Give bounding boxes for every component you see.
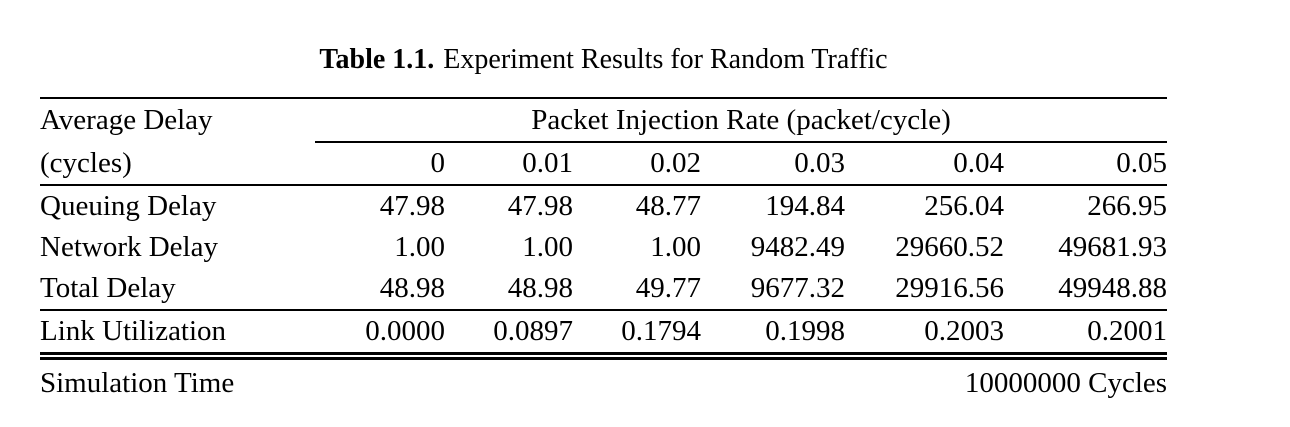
value-cell: 47.98	[507, 190, 573, 222]
row-label: Link Utilization	[40, 315, 227, 347]
value-cell: 0.2003	[924, 315, 1004, 347]
value-cell: 0.0000	[365, 315, 445, 347]
value-cell: 47.98	[379, 190, 445, 222]
table-row-queuing-delay: Queuing Delay 47.98 47.98 48.77 194.84 2…	[40, 185, 1167, 227]
value-cell: 9677.32	[750, 272, 845, 304]
value-cell: 1.00	[522, 231, 573, 263]
value-cell: 48.77	[635, 190, 701, 222]
header-row-rates: (cycles) 0 0.01 0.02 0.03 0.04 0.05	[40, 142, 1168, 185]
row-header-cycles-unit: (cycles)	[40, 146, 132, 179]
value-cell: 49948.88	[1058, 272, 1168, 304]
value-cell: 0.1794	[621, 315, 701, 347]
rate-header: 0	[430, 147, 446, 179]
experiment-results-table: Average Delay Packet Injection Rate (pac…	[40, 97, 1168, 407]
row-label: Network Delay	[40, 231, 218, 263]
row-label: Queuing Delay	[40, 190, 217, 222]
table-caption-label: Table 1.1.	[319, 44, 435, 75]
row-label: Simulation Time	[40, 367, 235, 399]
table-caption: Table 1.1. Experiment Results for Random …	[40, 45, 1167, 74]
simulation-time-value: 10000000 Cycles	[964, 367, 1168, 399]
table-row-network-delay: Network Delay 1.00 1.00 1.00 9482.49 296…	[40, 227, 1167, 268]
rate-header: 0.04	[953, 147, 1004, 179]
row-header-average-delay: Average Delay	[40, 104, 213, 136]
value-cell: 29916.56	[895, 272, 1004, 304]
value-cell: 49681.93	[1058, 231, 1168, 263]
value-cell: 0.2001	[1087, 315, 1168, 347]
table-row-link-utilization: Link Utilization 0.0000 0.0897 0.1794 0.…	[40, 310, 1168, 356]
table-caption-text: Experiment Results for Random Traffic	[443, 44, 888, 75]
value-cell: 266.95	[1087, 190, 1168, 222]
value-cell: 49.77	[635, 272, 701, 304]
value-cell: 0.1998	[765, 315, 845, 347]
rate-header: 0.05	[1116, 147, 1168, 179]
value-cell: 256.04	[924, 190, 1004, 222]
rate-header: 0.01	[522, 147, 573, 179]
value-cell: 48.98	[507, 272, 573, 304]
header-row-group: Average Delay Packet Injection Rate (pac…	[40, 98, 1168, 143]
value-cell: 1.00	[650, 231, 701, 263]
rate-header: 0.03	[794, 147, 845, 179]
value-cell: 9482.49	[750, 231, 845, 263]
value-cell: 48.98	[379, 272, 445, 304]
table-row-simulation-time: Simulation Time 10000000 Cycles	[40, 356, 1168, 407]
column-group-header: Packet Injection Rate (packet/cycle)	[315, 98, 1168, 143]
value-cell: 29660.52	[895, 231, 1004, 263]
row-label: Total Delay	[40, 272, 176, 304]
value-cell: 194.84	[765, 190, 845, 222]
rate-header: 0.02	[650, 147, 701, 179]
table-row-total-delay: Total Delay 48.98 48.98 49.77 9677.32 29…	[40, 268, 1167, 310]
value-cell: 1.00	[394, 231, 445, 263]
value-cell: 0.0897	[493, 315, 573, 347]
